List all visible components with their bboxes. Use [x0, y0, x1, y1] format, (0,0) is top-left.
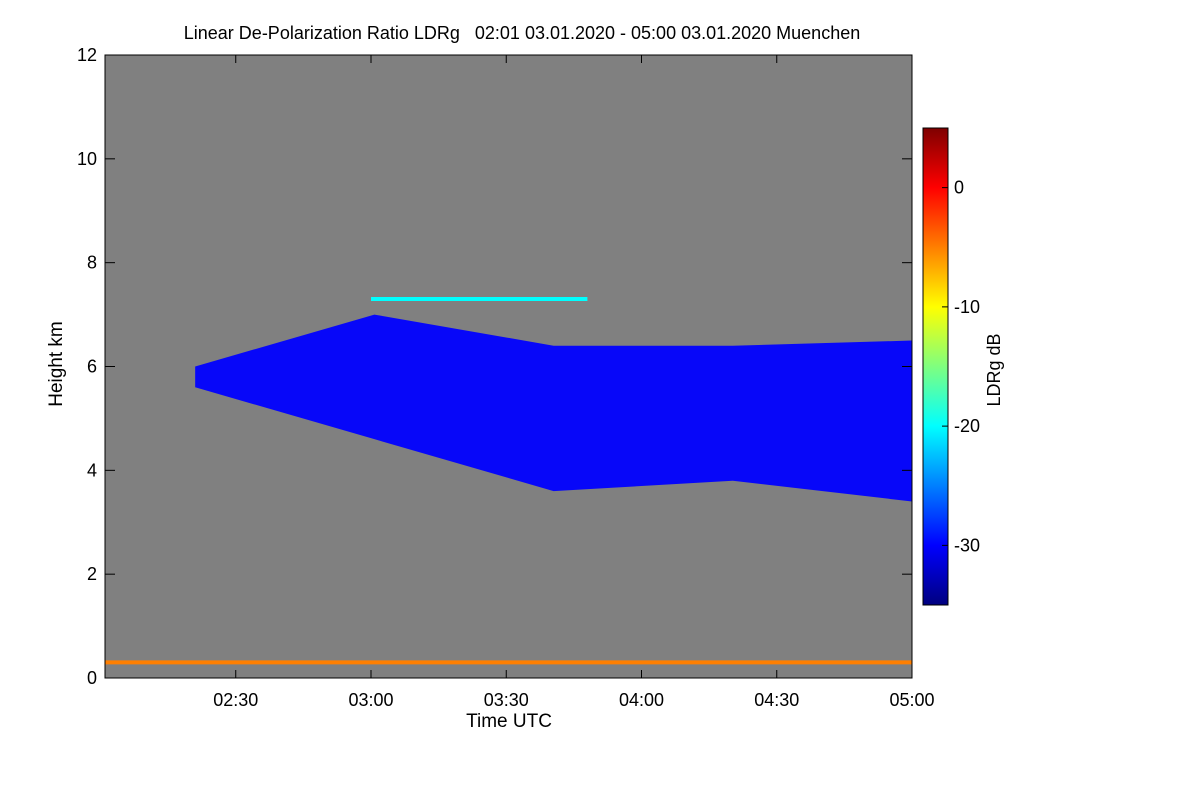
colorbar-tick-label: 0: [954, 178, 964, 198]
y-tick-label: 10: [77, 149, 97, 169]
chart-title: Linear De-Polarization Ratio LDRg 02:01 …: [184, 23, 860, 43]
colorbar-tick-label: -20: [954, 416, 980, 436]
x-tick-label: 04:00: [619, 690, 664, 710]
y-tick-label: 6: [87, 357, 97, 377]
plot-area: [104, 54, 913, 679]
y-tick-label: 8: [87, 253, 97, 273]
y-tick-label: 2: [87, 564, 97, 584]
x-axis-label: Time UTC: [466, 711, 552, 732]
colorbar-ticks: 0 -10 -20 -30: [942, 178, 980, 555]
x-axis: 02:30 03:00 03:30 04:00 04:30 05:00: [213, 55, 935, 710]
cloud-features: [105, 297, 912, 665]
colorbar-tick-label: -10: [954, 297, 980, 317]
colorbar-gradient: [922, 127, 949, 606]
x-tick-label: 02:30: [213, 690, 258, 710]
colorbar-tick-label: -30: [954, 535, 980, 555]
feature-ice-cloud: [195, 314, 912, 502]
y-tick-label: 12: [77, 45, 97, 65]
colorbar: 0 -10 -20 -30 LDRg dB: [922, 127, 1004, 606]
y-axis-label: Height km: [46, 321, 67, 407]
x-tick-label: 05:00: [889, 690, 934, 710]
x-tick-label: 04:30: [754, 690, 799, 710]
y-tick-label: 0: [87, 668, 97, 688]
x-tick-label: 03:30: [484, 690, 529, 710]
y-axis: 0 2 4 6 8 10 12: [77, 45, 912, 688]
x-tick-label: 03:00: [348, 690, 393, 710]
colorbar-label: LDRg dB: [984, 333, 1004, 406]
y-tick-label: 4: [87, 460, 97, 480]
